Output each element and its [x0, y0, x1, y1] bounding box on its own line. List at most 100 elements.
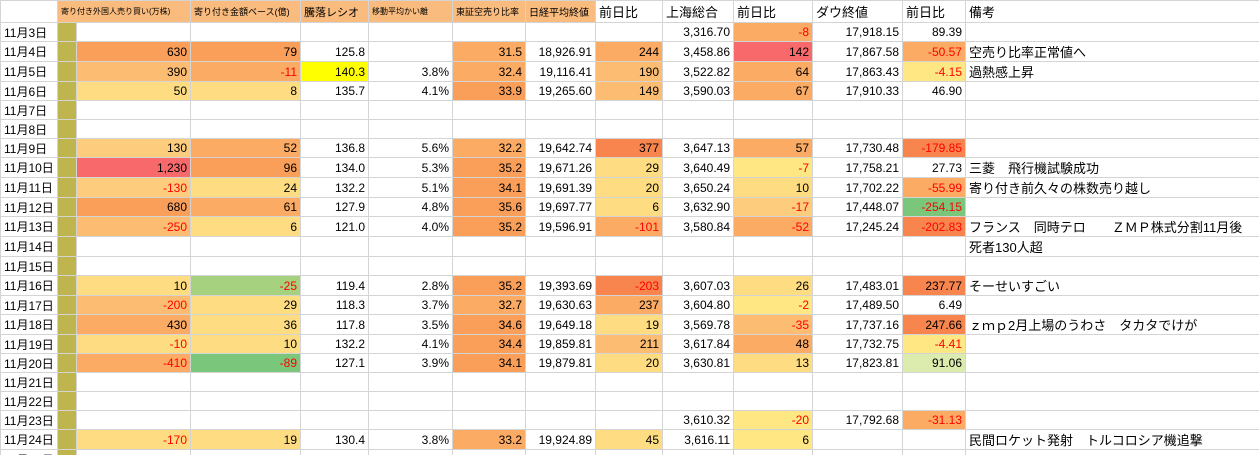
- value-cell[interactable]: 5.1%: [368, 177, 454, 198]
- value-cell[interactable]: [812, 100, 904, 120]
- header-nikkei-close[interactable]: 日経平均終値: [525, 0, 597, 23]
- value-cell[interactable]: 26: [733, 275, 814, 296]
- date-cell[interactable]: 11月11日: [0, 177, 58, 198]
- value-cell[interactable]: 19,265.60: [525, 81, 597, 101]
- value-cell[interactable]: 17,245.24: [812, 216, 904, 237]
- value-cell[interactable]: 35.2: [452, 157, 527, 178]
- value-cell[interactable]: [190, 410, 302, 430]
- value-cell[interactable]: -170: [75, 429, 192, 450]
- value-cell[interactable]: 36: [190, 314, 302, 335]
- value-cell[interactable]: -20: [733, 410, 814, 430]
- value-cell[interactable]: [300, 22, 370, 42]
- value-cell[interactable]: 19,630.63: [525, 295, 597, 315]
- value-cell[interactable]: 190: [595, 61, 664, 82]
- value-cell[interactable]: [525, 410, 597, 430]
- value-cell[interactable]: [595, 256, 664, 276]
- value-cell[interactable]: [368, 100, 454, 120]
- value-cell[interactable]: [368, 41, 454, 62]
- remark-cell[interactable]: 三菱 飛行機試験成功: [965, 157, 1259, 178]
- value-cell[interactable]: 10: [75, 275, 192, 296]
- value-cell[interactable]: -4.41: [902, 334, 967, 354]
- value-cell[interactable]: [733, 119, 814, 139]
- value-cell[interactable]: [190, 256, 302, 276]
- value-cell[interactable]: [662, 256, 735, 276]
- value-cell[interactable]: 89.39: [902, 22, 967, 42]
- header-shanghai-change[interactable]: 前日比: [733, 0, 814, 23]
- remark-cell[interactable]: ｚｍｐ2月上場のうわさ タカタでけが: [965, 314, 1259, 335]
- value-cell[interactable]: [452, 410, 527, 430]
- value-cell[interactable]: 127.9: [300, 197, 370, 217]
- remark-cell[interactable]: [965, 22, 1259, 42]
- remark-cell[interactable]: [965, 100, 1259, 120]
- value-cell[interactable]: [300, 236, 370, 257]
- value-cell[interactable]: -101: [595, 216, 664, 237]
- value-cell[interactable]: -17: [733, 197, 814, 217]
- remark-cell[interactable]: [965, 295, 1259, 315]
- date-cell[interactable]: 11月19日: [0, 334, 58, 354]
- value-cell[interactable]: 52: [190, 138, 302, 158]
- value-cell[interactable]: 3,610.32: [662, 410, 735, 430]
- value-cell[interactable]: -52: [733, 216, 814, 237]
- marker-cell[interactable]: [57, 334, 77, 354]
- value-cell[interactable]: 19,596.91: [525, 216, 597, 237]
- value-cell[interactable]: 142: [733, 41, 814, 62]
- value-cell[interactable]: [902, 391, 967, 411]
- value-cell[interactable]: [452, 372, 527, 392]
- value-cell[interactable]: 3.9%: [368, 353, 454, 373]
- value-cell[interactable]: 3,647.13: [662, 138, 735, 158]
- marker-cell[interactable]: [57, 449, 77, 455]
- value-cell[interactable]: 17,489.50: [812, 295, 904, 315]
- value-cell[interactable]: [812, 449, 904, 455]
- value-cell[interactable]: [812, 236, 904, 257]
- value-cell[interactable]: 134.0: [300, 157, 370, 178]
- date-cell[interactable]: 11月8日: [0, 119, 58, 139]
- value-cell[interactable]: [595, 236, 664, 257]
- value-cell[interactable]: 3,617.84: [662, 334, 735, 354]
- value-cell[interactable]: [812, 119, 904, 139]
- date-cell[interactable]: 11月4日: [0, 41, 58, 62]
- marker-cell[interactable]: [57, 138, 77, 158]
- value-cell[interactable]: 244: [595, 41, 664, 62]
- value-cell[interactable]: 10: [190, 334, 302, 354]
- value-cell[interactable]: [812, 256, 904, 276]
- value-cell[interactable]: [75, 372, 192, 392]
- header-nikkei-change[interactable]: 前日比: [595, 0, 664, 23]
- date-cell[interactable]: 11月12日: [0, 197, 58, 217]
- marker-cell[interactable]: [57, 41, 77, 62]
- marker-cell[interactable]: [57, 353, 77, 373]
- value-cell[interactable]: 19,393.69: [525, 275, 597, 296]
- value-cell[interactable]: 46.90: [902, 81, 967, 101]
- value-cell[interactable]: 17,732.75: [812, 334, 904, 354]
- value-cell[interactable]: 130.4: [300, 429, 370, 450]
- value-cell[interactable]: 20: [595, 353, 664, 373]
- remark-cell[interactable]: フランス 同時テロ ＺＭＰ株式分割11月後: [965, 216, 1259, 237]
- value-cell[interactable]: [75, 100, 192, 120]
- value-cell[interactable]: 630: [75, 41, 192, 62]
- value-cell[interactable]: [190, 236, 302, 257]
- value-cell[interactable]: 34.6: [452, 314, 527, 335]
- value-cell[interactable]: 247.66: [902, 314, 967, 335]
- header-dow-close[interactable]: ダウ終値: [812, 0, 904, 23]
- value-cell[interactable]: 1,230: [75, 157, 192, 178]
- date-cell[interactable]: 11月10日: [0, 157, 58, 178]
- remark-cell[interactable]: そーせいすごい: [965, 275, 1259, 296]
- value-cell[interactable]: [812, 391, 904, 411]
- header-remarks[interactable]: 備考: [965, 0, 1259, 23]
- value-cell[interactable]: -10: [75, 334, 192, 354]
- value-cell[interactable]: [902, 119, 967, 139]
- value-cell[interactable]: [902, 256, 967, 276]
- value-cell[interactable]: [75, 119, 192, 139]
- remark-cell[interactable]: [965, 119, 1259, 139]
- value-cell[interactable]: 19,691.39: [525, 177, 597, 198]
- remark-cell[interactable]: [965, 372, 1259, 392]
- value-cell[interactable]: [812, 429, 904, 450]
- remark-cell[interactable]: [965, 138, 1259, 158]
- value-cell[interactable]: 3,590.03: [662, 81, 735, 101]
- value-cell[interactable]: [595, 391, 664, 411]
- header-foreign-trades[interactable]: 寄り付き外国人売り買い(万株): [56, 0, 192, 23]
- value-cell[interactable]: 5.3%: [368, 157, 454, 178]
- value-cell[interactable]: [452, 449, 527, 455]
- value-cell[interactable]: 67: [733, 81, 814, 101]
- date-cell[interactable]: 11月15日: [0, 256, 58, 276]
- value-cell[interactable]: [452, 256, 527, 276]
